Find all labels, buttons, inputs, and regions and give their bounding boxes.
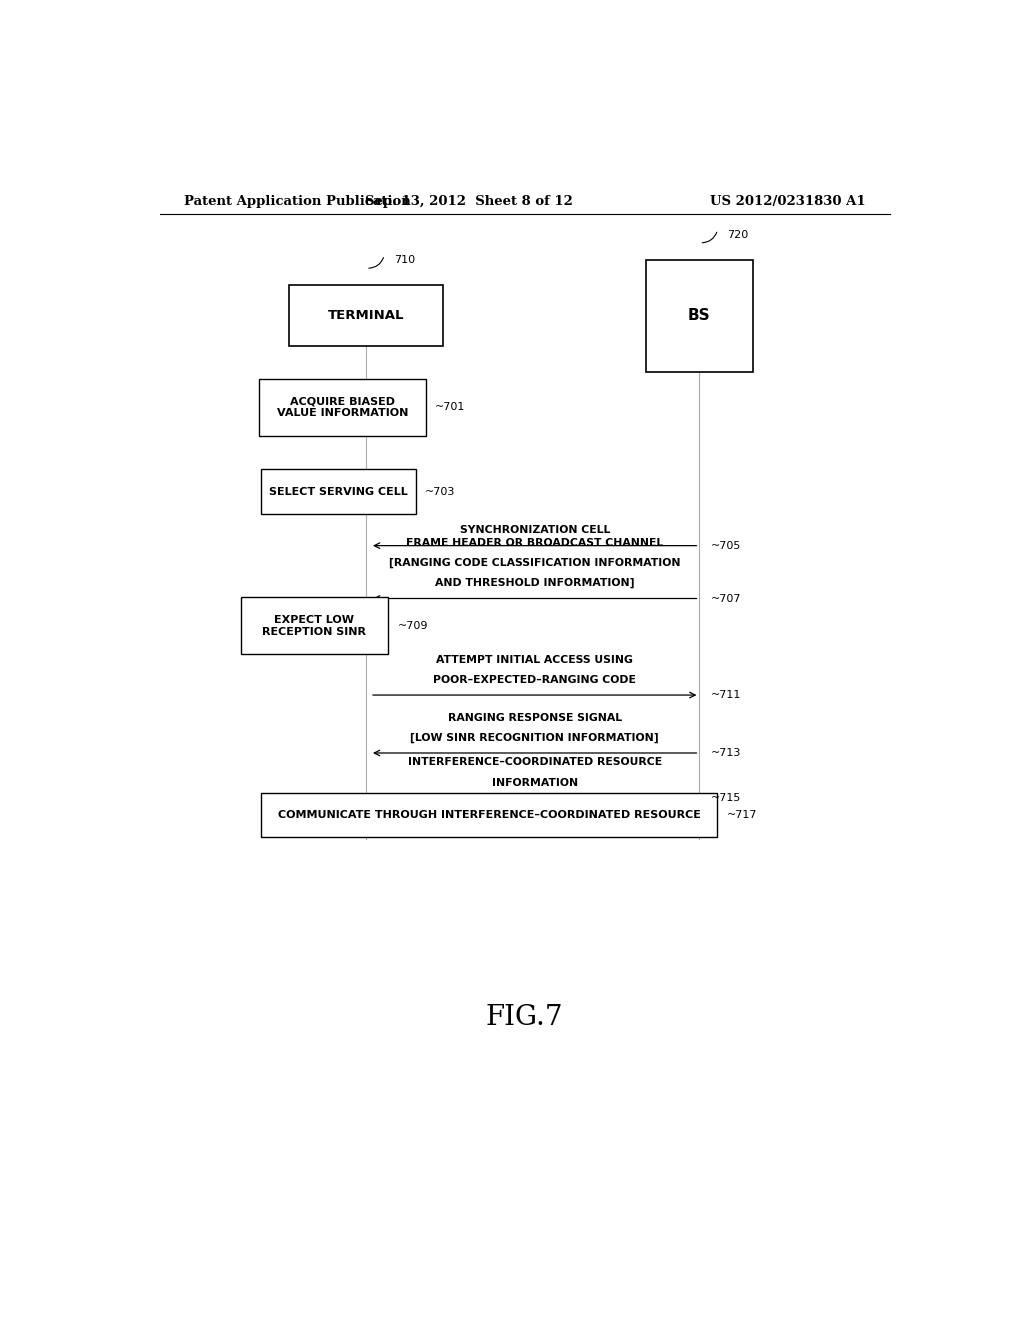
Text: TERMINAL: TERMINAL bbox=[328, 309, 404, 322]
Text: RANGING RESPONSE SIGNAL: RANGING RESPONSE SIGNAL bbox=[447, 713, 622, 722]
Text: ~701: ~701 bbox=[435, 403, 466, 412]
Text: ~717: ~717 bbox=[727, 810, 758, 820]
Text: FIG.7: FIG.7 bbox=[486, 1003, 563, 1031]
Text: AND THRESHOLD INFORMATION]: AND THRESHOLD INFORMATION] bbox=[435, 578, 635, 589]
Bar bbox=[646, 260, 753, 372]
Text: ~713: ~713 bbox=[712, 748, 741, 758]
Text: POOR–EXPECTED–RANGING CODE: POOR–EXPECTED–RANGING CODE bbox=[433, 675, 636, 685]
Bar bbox=[241, 598, 388, 655]
Text: INFORMATION: INFORMATION bbox=[492, 777, 578, 788]
Text: [LOW SINR RECOGNITION INFORMATION]: [LOW SINR RECOGNITION INFORMATION] bbox=[411, 733, 659, 743]
Text: SYNCHRONIZATION CELL: SYNCHRONIZATION CELL bbox=[460, 525, 610, 536]
Bar bbox=[289, 285, 443, 346]
Text: ~705: ~705 bbox=[712, 541, 741, 550]
Text: FRAME HEADER OR BROADCAST CHANNEL: FRAME HEADER OR BROADCAST CHANNEL bbox=[407, 537, 664, 548]
Text: BS: BS bbox=[688, 309, 711, 323]
Bar bbox=[261, 470, 416, 515]
Text: ~709: ~709 bbox=[397, 620, 428, 631]
Text: 710: 710 bbox=[394, 255, 415, 265]
Text: US 2012/0231830 A1: US 2012/0231830 A1 bbox=[711, 194, 866, 207]
Bar bbox=[259, 379, 426, 436]
Text: INTERFERENCE–COORDINATED RESOURCE: INTERFERENCE–COORDINATED RESOURCE bbox=[408, 758, 662, 767]
Text: ATTEMPT INITIAL ACCESS USING: ATTEMPT INITIAL ACCESS USING bbox=[436, 655, 633, 664]
Text: ~711: ~711 bbox=[712, 690, 741, 700]
Text: 720: 720 bbox=[727, 230, 749, 240]
Text: COMMUNICATE THROUGH INTERFERENCE–COORDINATED RESOURCE: COMMUNICATE THROUGH INTERFERENCE–COORDIN… bbox=[278, 810, 700, 820]
Text: Patent Application Publication: Patent Application Publication bbox=[183, 194, 411, 207]
Text: EXPECT LOW
RECEPTION SINR: EXPECT LOW RECEPTION SINR bbox=[262, 615, 367, 636]
Text: ~703: ~703 bbox=[425, 487, 456, 496]
Text: [RANGING CODE CLASSIFICATION INFORMATION: [RANGING CODE CLASSIFICATION INFORMATION bbox=[389, 558, 681, 568]
Text: SELECT SERVING CELL: SELECT SERVING CELL bbox=[269, 487, 408, 496]
Text: ~715: ~715 bbox=[712, 793, 741, 803]
Text: ~707: ~707 bbox=[712, 594, 741, 603]
Text: Sep. 13, 2012  Sheet 8 of 12: Sep. 13, 2012 Sheet 8 of 12 bbox=[366, 194, 573, 207]
Bar bbox=[261, 792, 717, 837]
Text: ACQUIRE BIASED
VALUE INFORMATION: ACQUIRE BIASED VALUE INFORMATION bbox=[276, 396, 408, 418]
